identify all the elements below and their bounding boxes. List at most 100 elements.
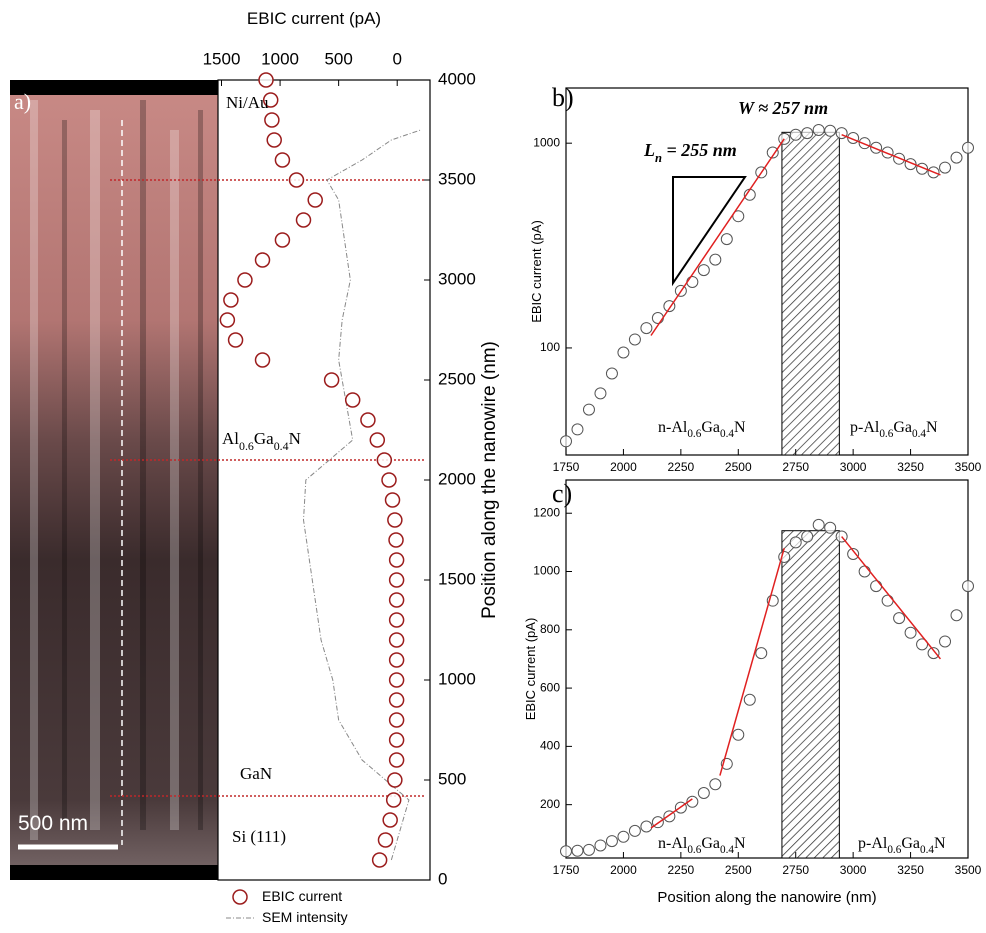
data-point bbox=[709, 778, 722, 791]
data-point bbox=[388, 632, 405, 648]
y-tick-label: 3000 bbox=[438, 269, 476, 288]
x-tick-label: 2500 bbox=[725, 460, 752, 474]
x-tick-label: 2000 bbox=[610, 460, 637, 474]
data-point bbox=[640, 820, 653, 833]
legend-label: EBIC current bbox=[262, 888, 342, 904]
x-tick-label: 3500 bbox=[955, 863, 982, 877]
data-point bbox=[893, 612, 906, 625]
panel-label: c) bbox=[552, 479, 572, 508]
x-tick-label: 1500 bbox=[203, 49, 241, 68]
data-point bbox=[571, 844, 584, 857]
x-tick-label: 3250 bbox=[897, 460, 924, 474]
sem-intensity-line bbox=[303, 129, 421, 861]
data-point bbox=[381, 472, 397, 488]
data-point bbox=[360, 412, 376, 428]
data-point bbox=[388, 672, 405, 688]
data-point bbox=[582, 403, 595, 416]
data-point bbox=[628, 333, 641, 346]
data-point bbox=[258, 72, 274, 88]
data-point bbox=[732, 728, 745, 741]
data-point bbox=[709, 253, 722, 266]
data-point bbox=[388, 612, 405, 628]
data-point bbox=[605, 367, 618, 380]
data-point bbox=[801, 127, 814, 140]
y-tick-label: 1500 bbox=[438, 569, 476, 588]
data-point bbox=[617, 346, 630, 359]
data-point bbox=[801, 530, 814, 543]
annotation: Al0.6Ga0.4N bbox=[222, 429, 301, 453]
data-point bbox=[697, 264, 710, 277]
data-point bbox=[227, 332, 244, 348]
y-tick-label: 1000 bbox=[533, 564, 560, 578]
x-tick-label: 2250 bbox=[668, 460, 695, 474]
x-tick-label: 3250 bbox=[897, 863, 924, 877]
annotation: n-Al0.6Ga0.4N bbox=[658, 835, 746, 856]
data-point bbox=[858, 565, 871, 578]
annotation: Si (111) bbox=[232, 827, 286, 846]
y-tick-label: 1200 bbox=[533, 505, 560, 519]
data-point bbox=[274, 152, 291, 168]
data-point bbox=[369, 432, 386, 448]
y-tick-label: 800 bbox=[540, 622, 560, 636]
data-point bbox=[295, 212, 312, 228]
y-tick-label: 1000 bbox=[533, 135, 560, 149]
x-tick-label: 2750 bbox=[782, 863, 809, 877]
data-point bbox=[640, 322, 653, 335]
sem-texture bbox=[30, 100, 203, 840]
data-point bbox=[686, 795, 699, 808]
data-point bbox=[388, 552, 405, 568]
data-point bbox=[950, 609, 963, 622]
junction-region bbox=[781, 131, 840, 456]
data-point bbox=[219, 312, 236, 328]
x-tick-label: 1750 bbox=[553, 863, 580, 877]
data-point bbox=[254, 352, 271, 368]
data-point bbox=[881, 594, 894, 607]
data-point bbox=[377, 832, 394, 848]
data-point bbox=[812, 123, 825, 136]
y-tick-label: 600 bbox=[540, 680, 560, 694]
data-point bbox=[697, 787, 710, 800]
junction-region bbox=[781, 530, 840, 859]
data-point bbox=[950, 151, 963, 164]
sem-border bbox=[10, 80, 218, 95]
sem-image bbox=[10, 80, 218, 880]
data-point bbox=[755, 647, 768, 660]
y-tick-label: 2000 bbox=[438, 469, 476, 488]
data-point bbox=[720, 233, 733, 246]
data-point bbox=[743, 693, 756, 706]
annotation: p-Al0.6Ga0.4N bbox=[858, 835, 946, 856]
data-point bbox=[376, 452, 393, 468]
legend-marker bbox=[232, 889, 248, 905]
data-point bbox=[262, 92, 279, 108]
data-point bbox=[789, 128, 802, 141]
data-point bbox=[371, 852, 388, 868]
x-tick-label: 3000 bbox=[840, 863, 867, 877]
data-point bbox=[323, 372, 340, 388]
x-tick-label: 3500 bbox=[955, 460, 982, 474]
x-axis-title: Position along the nanowire (nm) bbox=[657, 889, 876, 906]
y-axis-title: EBIC current (pA) bbox=[529, 220, 544, 323]
data-point bbox=[388, 592, 405, 608]
data-point bbox=[927, 647, 940, 660]
sem-border bbox=[10, 865, 218, 880]
annotation: n-Al0.6Ga0.4N bbox=[658, 419, 746, 440]
data-point bbox=[789, 536, 802, 549]
annotation: Ln = 255 nm bbox=[643, 140, 737, 165]
data-point bbox=[605, 835, 618, 848]
y-tick-label: 1000 bbox=[438, 669, 476, 688]
data-point bbox=[766, 146, 779, 159]
y-tick-label: 100 bbox=[540, 340, 560, 354]
annotation: W ≈ 257 nm bbox=[738, 98, 828, 118]
data-point bbox=[387, 512, 403, 528]
x-tick-label: 2000 bbox=[610, 863, 637, 877]
y-tick-label: 4000 bbox=[438, 69, 476, 88]
data-point bbox=[388, 652, 405, 668]
legend-label: SEM intensity bbox=[262, 909, 348, 925]
data-point bbox=[824, 521, 837, 534]
data-point bbox=[388, 752, 405, 768]
data-point bbox=[962, 580, 974, 593]
data-point bbox=[560, 435, 572, 448]
data-point bbox=[870, 580, 883, 593]
y-tick-label: 3500 bbox=[438, 169, 476, 188]
